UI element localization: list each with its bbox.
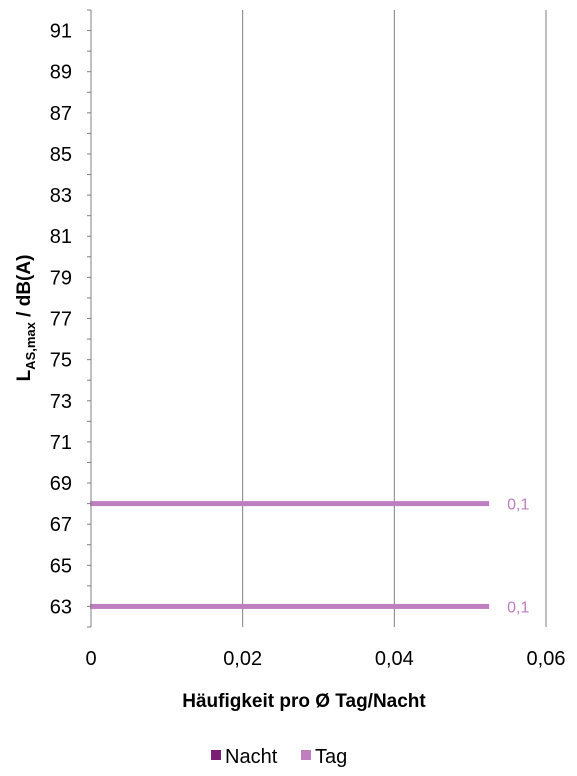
x-tick-label: 0,04	[375, 648, 414, 670]
y-tick-label: 67	[50, 514, 72, 536]
label-layer: 63 65 67 69 71 73 75 77 79 81 83 85 87 89 91 0 0,02 0,04 0…	[50, 21, 566, 670]
y-tick-label: 73	[50, 391, 72, 413]
y-tick-label: 75	[50, 350, 72, 372]
y-tick-label: 87	[50, 103, 72, 125]
data-label: 0,1	[507, 497, 529, 514]
x-tick-label: 0	[85, 648, 96, 670]
bar-layer	[90, 501, 490, 609]
data-label: 0,1	[507, 599, 529, 616]
x-axis-title: Häufigkeit pro Ø Tag/Nacht	[182, 691, 426, 712]
y-tick-label: 69	[50, 473, 72, 495]
y-tick-label: 77	[50, 309, 72, 331]
y-tick-label: 63	[50, 596, 72, 618]
y-tick-label: 83	[50, 185, 72, 207]
x-tick-label: 0,06	[527, 648, 566, 670]
x-tick-label: 0,02	[223, 648, 262, 670]
y-tick-label: 91	[50, 21, 72, 43]
legend-label-tag: Tag	[315, 746, 347, 768]
y-axis-title-subscript: AS,max	[23, 321, 38, 369]
y-tick-label: 71	[50, 432, 72, 454]
y-axis-title-main: L	[14, 369, 35, 381]
legend-label-nacht: Nacht	[225, 746, 278, 768]
y-axis-title: LAS,max / dB(A)	[14, 255, 38, 382]
bar	[90, 501, 490, 507]
y-tick-label: 81	[50, 226, 72, 248]
legend: Nacht Tag	[211, 746, 347, 768]
y-tick-label: 65	[50, 555, 72, 577]
axis-layer	[87, 9, 92, 628]
bar	[90, 603, 490, 609]
y-tick-label: 85	[50, 144, 72, 166]
y-tick-label: 89	[50, 62, 72, 84]
legend-swatch-nacht	[211, 750, 221, 760]
legend-swatch-tag	[301, 750, 311, 760]
grid-layer	[242, 10, 547, 627]
y-axis-title-suffix: / dB(A)	[14, 255, 35, 323]
y-tick-label: 79	[50, 267, 72, 289]
